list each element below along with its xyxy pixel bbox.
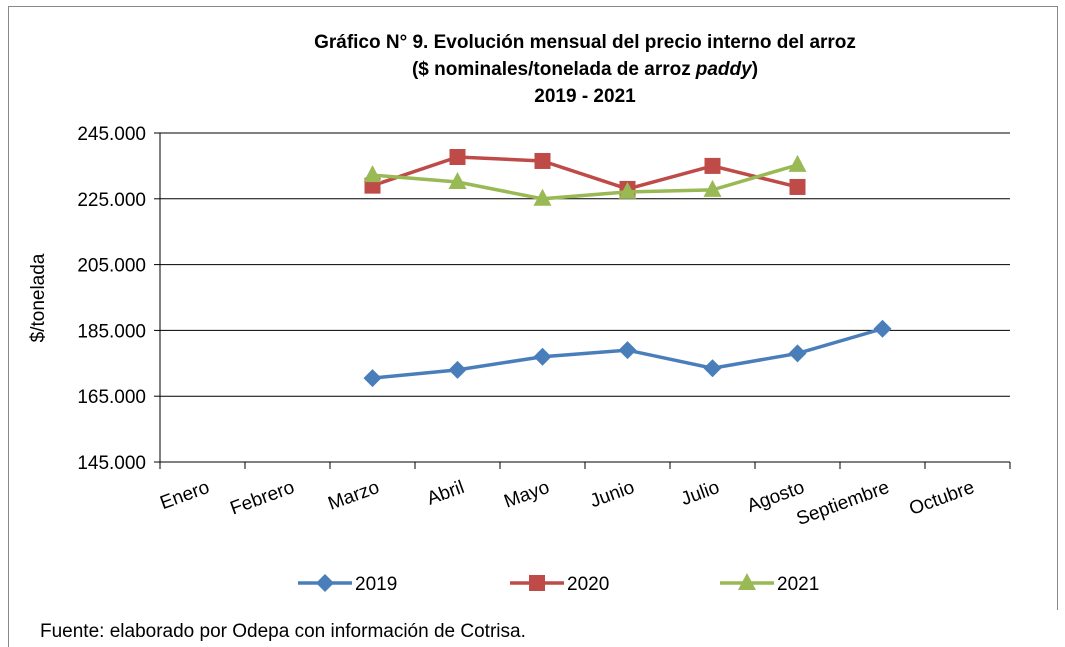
- marker: [448, 172, 467, 190]
- marker: [533, 188, 552, 206]
- marker: [703, 359, 722, 378]
- x-tick-label: Julio: [678, 477, 722, 510]
- marker: [534, 152, 551, 169]
- marker: [448, 360, 467, 379]
- marker: [873, 319, 892, 338]
- marker: [789, 178, 806, 195]
- y-tick-label: 185.000: [77, 321, 146, 342]
- series-line: [371, 155, 798, 191]
- chart-subtitle: ($ nominales/tonelada de arroz paddy): [412, 59, 758, 80]
- y-tick-label: 165.000: [77, 387, 146, 408]
- marker: [533, 347, 552, 366]
- series-line: [372, 163, 798, 201]
- marker: [618, 341, 637, 360]
- marker: [703, 179, 722, 197]
- legend-label: 2021: [777, 574, 819, 595]
- marker: [363, 369, 382, 388]
- y-tick-label: 145.000: [77, 453, 146, 474]
- legend-marker: [738, 573, 756, 590]
- chart-years: 2019 - 2021: [534, 86, 636, 107]
- legend-label: 2019: [355, 574, 397, 595]
- chart-frame: [8, 6, 1058, 647]
- marker: [788, 344, 807, 363]
- legend-marker: [316, 574, 334, 592]
- source: Fuente: elaborado por Odepa con informac…: [40, 621, 526, 642]
- subtitle-part: ($ nominales/tonelada de arroz: [412, 59, 691, 80]
- y-tick-label: 245.000: [77, 124, 146, 145]
- x-tick-label: Mayo: [501, 477, 552, 513]
- x-tick-label: Octubre: [907, 477, 978, 520]
- y-axis-label: $/tonelada: [28, 253, 49, 342]
- marker: [704, 157, 721, 174]
- subtitle-part: ): [752, 59, 758, 80]
- x-tick-label: Septiembre: [794, 477, 892, 530]
- legend-label: 2020: [567, 574, 609, 595]
- marker: [363, 165, 382, 183]
- y-tick-label: 225.000: [77, 190, 146, 211]
- y-tick-label: 205.000: [77, 256, 146, 277]
- marker: [788, 154, 807, 172]
- x-tick-label: Junio: [587, 477, 637, 512]
- legend-marker: [529, 575, 545, 591]
- x-tick-label: Febrero: [228, 477, 298, 519]
- marker: [449, 149, 466, 166]
- subtitle-part: paddy: [695, 59, 753, 80]
- x-tick-label: Abril: [424, 477, 467, 510]
- x-tick-label: Marzo: [325, 477, 382, 515]
- x-tick-label: Enero: [157, 477, 212, 514]
- marker: [618, 181, 637, 199]
- chart-title: Gráfico N° 9. Evolución mensual del prec…: [314, 32, 856, 53]
